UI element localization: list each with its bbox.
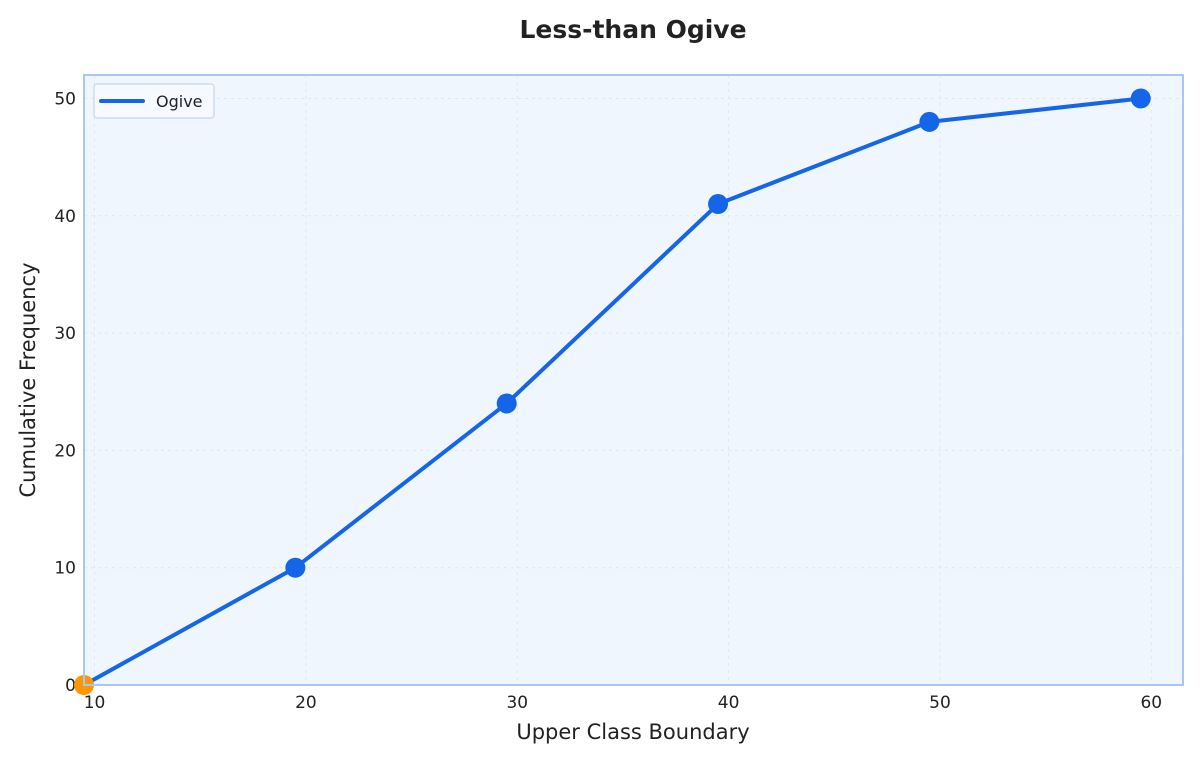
series-layer: [74, 88, 1151, 695]
x-tick-label: 40: [718, 693, 740, 713]
y-tick-label: 20: [54, 441, 76, 461]
y-axis-label: Cumulative Frequency: [16, 262, 40, 497]
plot-border: [83, 74, 1184, 686]
y-tick-label: 50: [54, 89, 76, 109]
data-point: [496, 393, 517, 414]
y-tick-label: 40: [54, 207, 76, 227]
y-tick-label: 10: [54, 559, 76, 579]
legend-box: [93, 83, 215, 119]
y-tick-label: 30: [54, 324, 76, 344]
chart-title: Less-than Ogive: [519, 15, 746, 44]
x-tick-label: 50: [929, 693, 951, 713]
data-point: [1130, 88, 1151, 109]
y-axis-ticks: 0 10 20 30 40 50: [54, 89, 76, 696]
x-axis-label: Upper Class Boundary: [516, 720, 749, 744]
x-tick-label: 20: [295, 693, 317, 713]
data-point: [285, 557, 306, 578]
y-tick-label: 0: [65, 676, 76, 696]
series-line-ogive: [82, 96, 1143, 687]
x-tick-label: 60: [1140, 693, 1162, 713]
data-point: [919, 111, 940, 132]
legend: Ogive: [93, 83, 215, 119]
legend-label-ogive: Ogive: [156, 92, 203, 111]
data-point: [708, 194, 729, 215]
x-tick-label: 30: [506, 693, 528, 713]
x-tick-label: 10: [84, 693, 106, 713]
x-axis-ticks: 10 20 30 40 50 60: [84, 693, 1162, 713]
